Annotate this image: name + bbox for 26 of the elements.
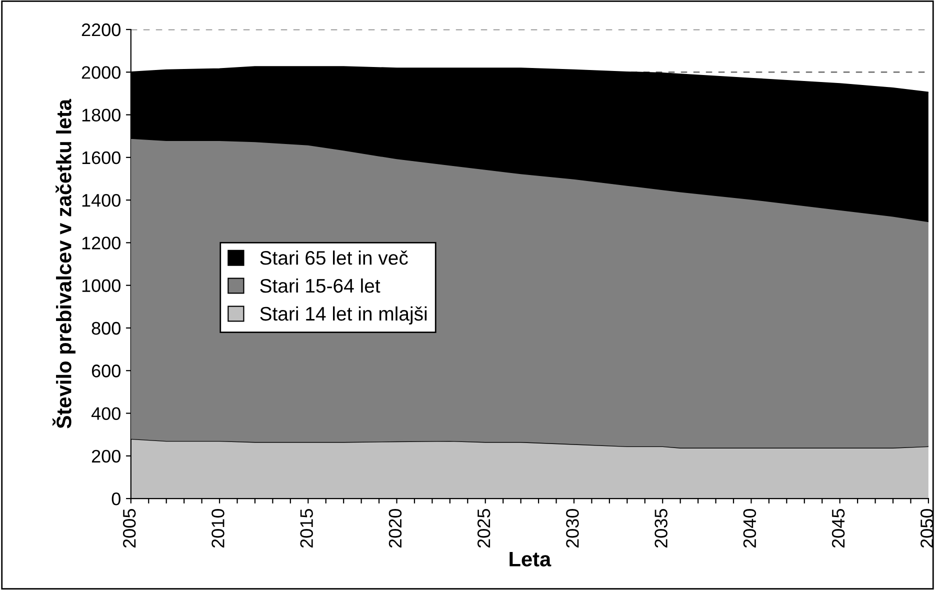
x-tick-label: 2020 (388, 508, 402, 548)
y-tick-label: 1400 (82, 194, 120, 207)
x-tick-label: 2040 (743, 508, 756, 548)
y-tick-label: 0 (112, 492, 120, 506)
y-tick-label: 800 (92, 322, 120, 335)
x-tick-label: 2005 (122, 509, 136, 548)
y-tick-label: 1600 (82, 151, 120, 164)
legend-label: Stari 14 let in mlajši (260, 306, 427, 325)
x-axis-title: Leta (510, 552, 552, 567)
y-tick-label: 2200 (82, 23, 120, 36)
legend-label: Stari 15-64 let (260, 278, 380, 293)
y-tick-label: 200 (92, 450, 120, 463)
y-tick-label: 400 (91, 407, 120, 420)
y-tick-label: 1000 (82, 279, 120, 292)
y-tick-label: 1200 (82, 236, 120, 250)
x-tick-label: 2045 (832, 509, 845, 548)
x-tick-label: 2010 (212, 508, 224, 548)
x-tick-label: 2025 (477, 509, 490, 548)
legend-label: Stari 65 let in več (260, 250, 408, 265)
y-tick-label: 1800 (82, 108, 120, 122)
x-tick-label: 2035 (654, 509, 668, 548)
y-tick-label: 2000 (82, 66, 120, 79)
y-tick-label: 600 (92, 364, 120, 378)
y-axis-title: Število prebivalcev v začetku leta (52, 98, 76, 428)
x-tick-label: 2030 (566, 508, 579, 548)
x-tick-label: 2015 (300, 509, 313, 548)
